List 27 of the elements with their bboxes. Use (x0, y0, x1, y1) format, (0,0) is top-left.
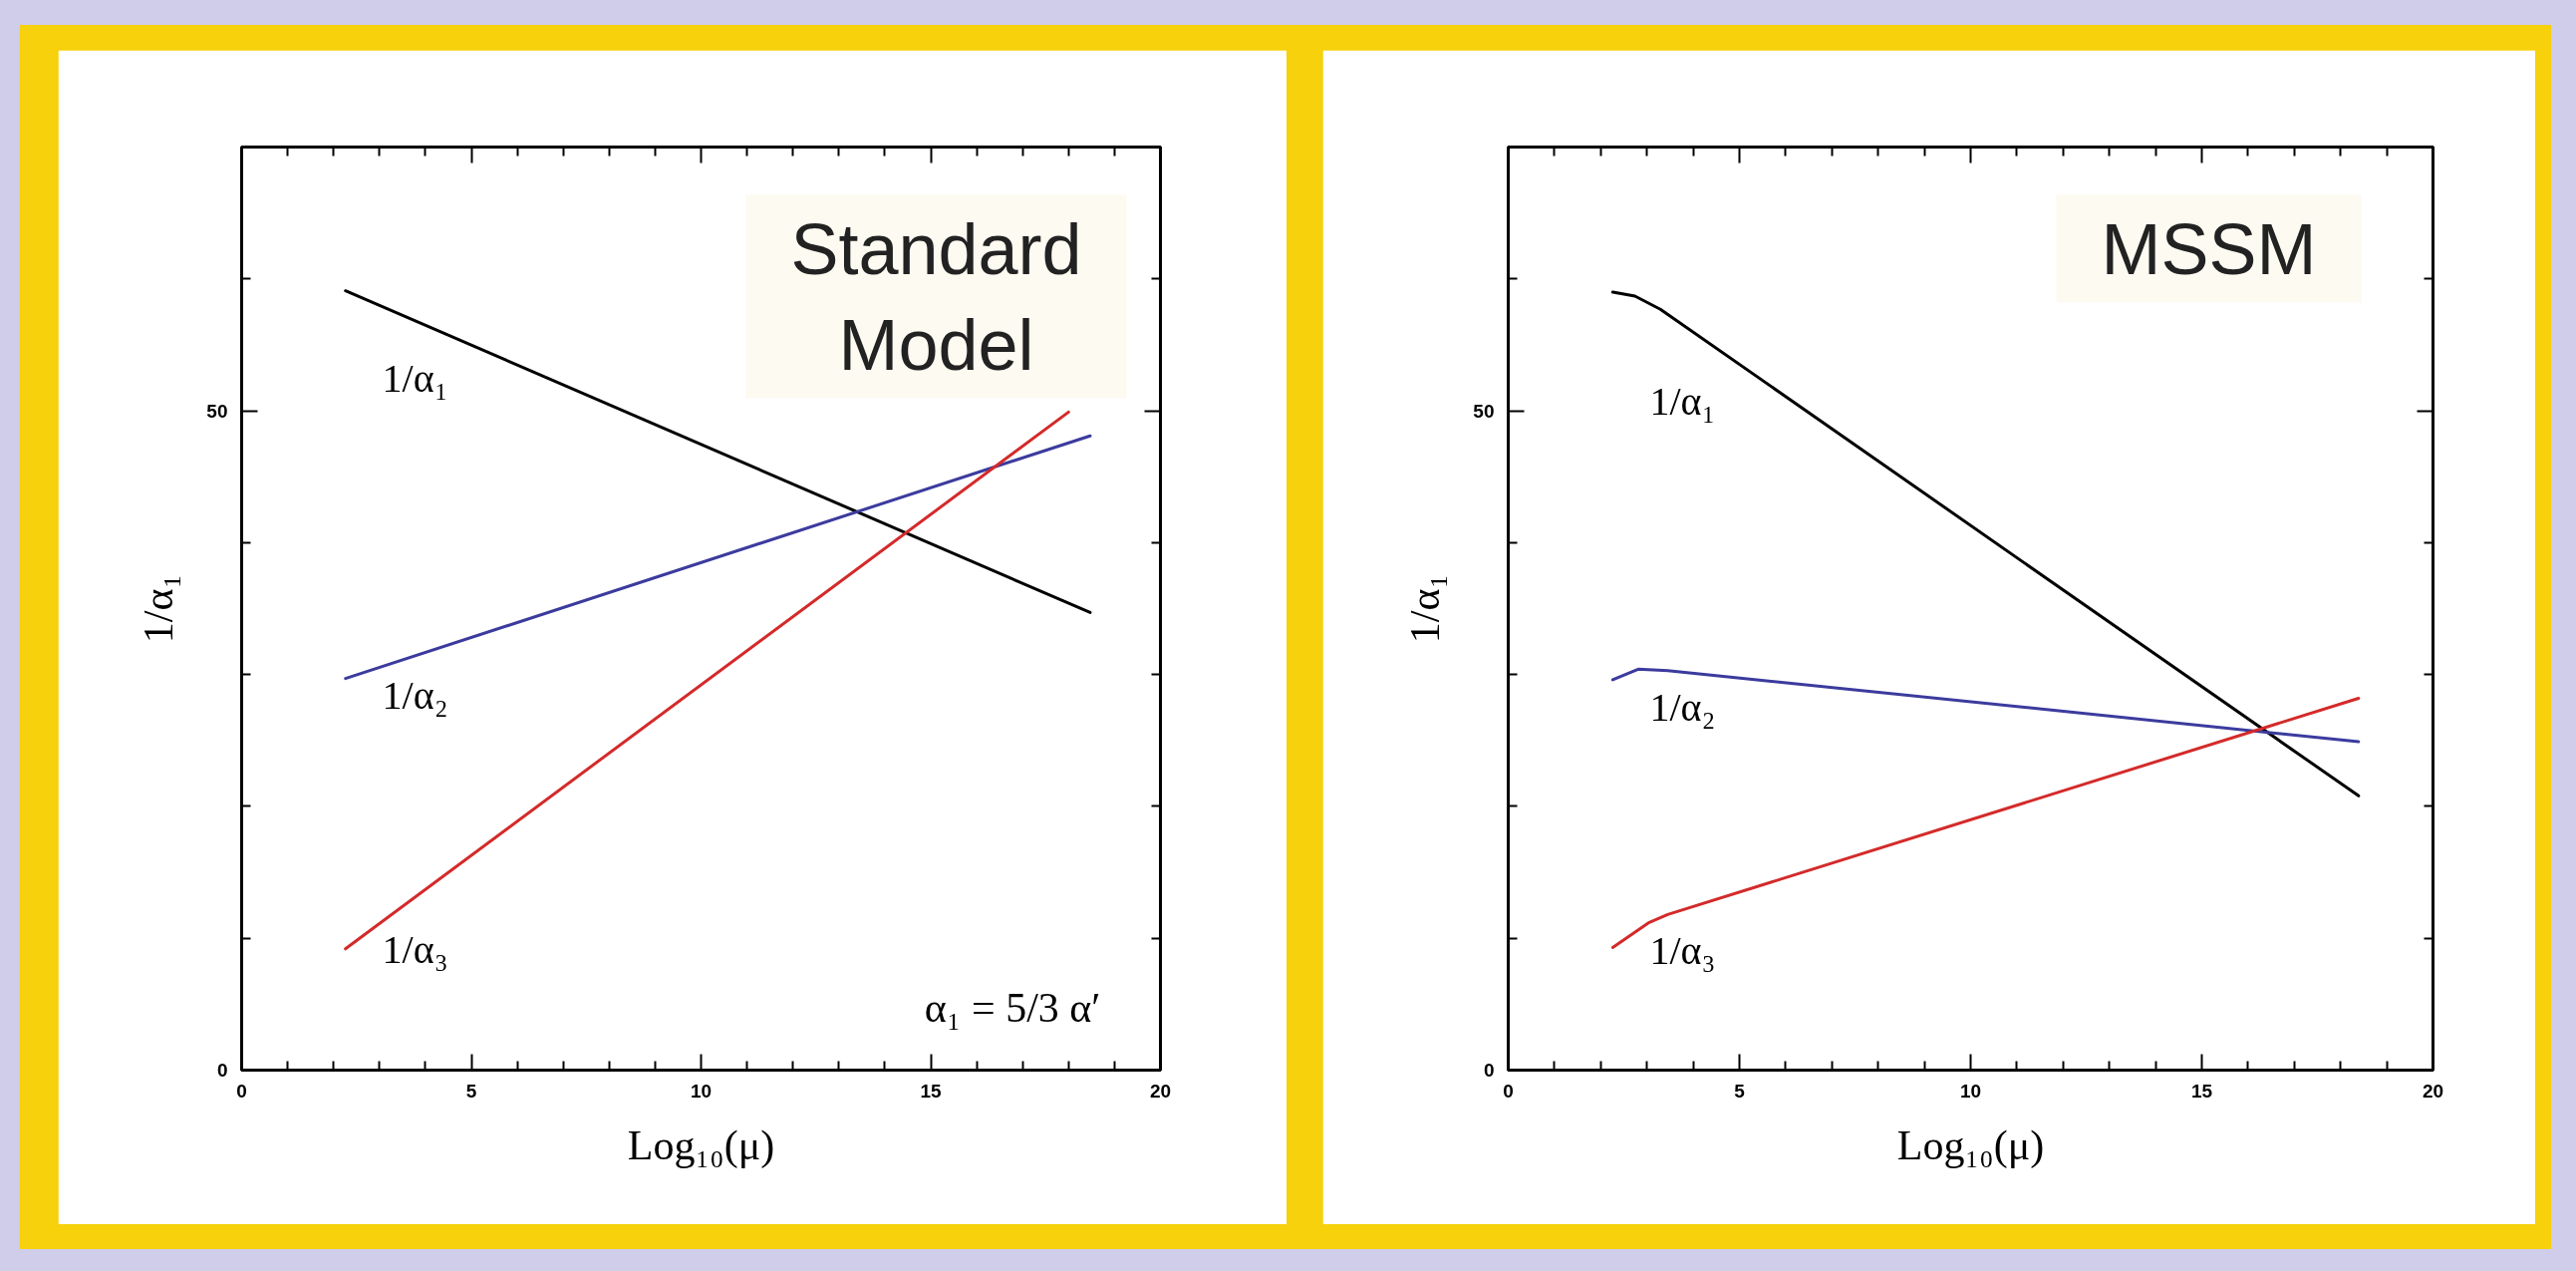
x-tick-label: 20 (2422, 1080, 2444, 1102)
x-tick-label: 15 (920, 1080, 942, 1102)
y-tick-label: 50 (206, 400, 228, 422)
x-axis-title: Log₁₀(μ) (627, 1121, 775, 1169)
y-tick-label: 50 (1473, 400, 1495, 422)
series-label: 1/α₁ (382, 356, 448, 402)
x-tick-label: 5 (465, 1080, 477, 1102)
x-tick-label: 5 (1734, 1080, 1746, 1102)
x-tick-label: 20 (1149, 1080, 1172, 1102)
series-label: 1/α₂ (382, 672, 448, 718)
x-tick-label: 0 (1503, 1080, 1514, 1102)
text: MSSM (2101, 208, 2317, 289)
x-tick-label: 10 (690, 1080, 713, 1102)
y-axis-title: 1/α₁ (136, 573, 182, 644)
series-label: 1/α₃ (382, 927, 448, 973)
y-axis-title: 1/α₁ (1402, 573, 1449, 644)
line-series (1610, 667, 2361, 744)
text: Standard Model (790, 208, 1082, 385)
line-series (1610, 290, 2361, 797)
annotation: α₁ = 5/3 α′ (924, 984, 1101, 1031)
series-label: 1/α₃ (1649, 928, 1716, 974)
x-tick-label: 0 (236, 1080, 247, 1102)
series-label: 1/α₂ (1649, 685, 1716, 731)
x-axis-title: Log₁₀(μ) (1896, 1121, 2045, 1169)
series-label: 1/α₁ (1649, 378, 1716, 424)
x-tick-label: 15 (2190, 1080, 2213, 1102)
x-tick-label: 10 (1959, 1080, 1982, 1102)
